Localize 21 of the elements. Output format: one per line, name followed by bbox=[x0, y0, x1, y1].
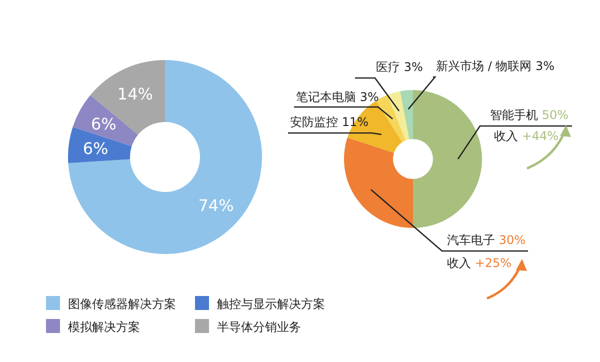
legend-label: 图像传感器解决方案 bbox=[68, 297, 176, 311]
slice-label: 医疗 bbox=[376, 60, 404, 74]
data-label: 6% bbox=[82, 139, 108, 158]
legend-label: 半导体分销业务 bbox=[217, 320, 301, 334]
legend-label: 触控与显示解决方案 bbox=[217, 297, 325, 311]
text: 收入 +25% bbox=[447, 256, 512, 270]
data-label: 50% bbox=[542, 108, 568, 122]
slice-label: 新兴市场 / 物联网 bbox=[436, 59, 536, 73]
text: 收入 +44% bbox=[494, 129, 559, 143]
data-label: 14% bbox=[117, 84, 153, 104]
data-label: 3% bbox=[404, 60, 423, 74]
slice-label: 笔记本电脑 bbox=[296, 90, 360, 104]
legend-label: 模拟解决方案 bbox=[68, 320, 140, 334]
data-label: 6% bbox=[90, 114, 116, 134]
data-label: 3% bbox=[360, 90, 379, 104]
slice-label: 智能手机 bbox=[490, 108, 542, 122]
data-label: 30% bbox=[498, 233, 526, 247]
data-label: 74% bbox=[198, 196, 234, 215]
data-label: 3% bbox=[536, 59, 555, 73]
slice-label: 安防监控 bbox=[290, 115, 342, 129]
slice-label: 汽车电子 bbox=[447, 233, 499, 247]
